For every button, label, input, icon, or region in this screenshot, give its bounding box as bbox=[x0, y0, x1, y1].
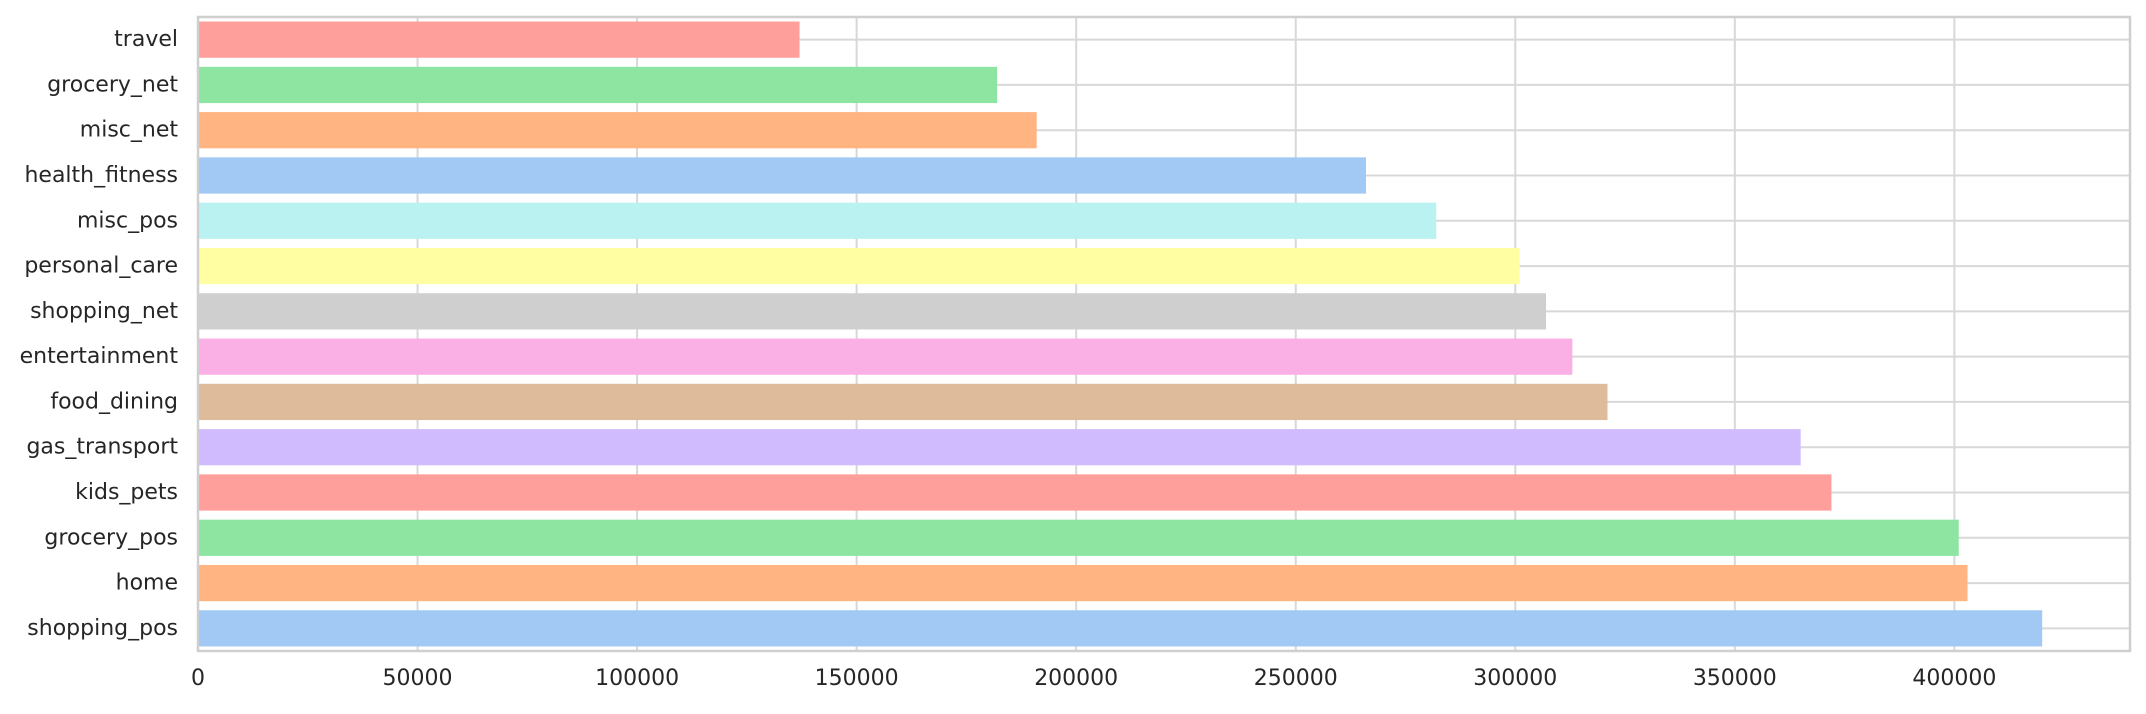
bar-personal-care bbox=[198, 247, 1520, 285]
y-tick-label: home bbox=[116, 571, 178, 596]
y-tick-label: food_dining bbox=[50, 389, 178, 414]
bars bbox=[198, 21, 2043, 647]
x-tick-label: 250000 bbox=[1254, 666, 1338, 691]
y-tick-label: grocery_net bbox=[47, 72, 178, 97]
x-tick-label: 350000 bbox=[1693, 666, 1777, 691]
y-tick-label: misc_pos bbox=[77, 208, 178, 233]
x-tick-label: 0 bbox=[191, 666, 205, 691]
y-tick-label: health_fitness bbox=[24, 163, 178, 188]
plot-frame bbox=[196, 15, 2132, 653]
bar-kids-pets bbox=[198, 474, 1832, 511]
bar-entertainment bbox=[198, 338, 1573, 375]
bar-food-dining bbox=[198, 383, 1608, 421]
bar-grocery-pos bbox=[198, 519, 1959, 556]
bar-misc-net bbox=[198, 112, 1037, 149]
x-tick-labels: 0 50000 100000 150000 200000 250000 300000 3500… bbox=[191, 666, 1996, 691]
x-tick-label: 50000 bbox=[383, 666, 453, 691]
y-tick-label: travel bbox=[114, 27, 178, 52]
bar-health-fitness bbox=[198, 157, 1366, 194]
bar-gas-transport bbox=[198, 429, 1801, 466]
y-tick-label: kids_pets bbox=[75, 480, 178, 505]
y-tick-label: shopping_net bbox=[30, 299, 178, 324]
y-tick-label: misc_net bbox=[80, 118, 179, 143]
x-tick-label: 200000 bbox=[1034, 666, 1118, 691]
bar-shopping-pos bbox=[198, 610, 2043, 647]
y-tick-labels: shopping_pos home grocery_pos kids_pets gas_… bbox=[20, 27, 179, 641]
bar-misc-pos bbox=[198, 202, 1437, 239]
bar-grocery-net bbox=[198, 66, 998, 104]
bar-shopping-net bbox=[198, 293, 1547, 330]
y-tick-label: personal_care bbox=[24, 254, 178, 279]
y-tick-label: shopping_pos bbox=[27, 616, 178, 641]
x-tick-label: 400000 bbox=[1912, 666, 1996, 691]
bar-home bbox=[198, 564, 1968, 602]
y-tick-label: grocery_pos bbox=[44, 525, 178, 550]
y-tick-label: gas_transport bbox=[26, 435, 178, 460]
x-tick-label: 100000 bbox=[595, 666, 679, 691]
bar-travel bbox=[198, 21, 800, 58]
x-tick-label: 150000 bbox=[815, 666, 899, 691]
x-tick-label: 300000 bbox=[1473, 666, 1557, 691]
y-tick-label: entertainment bbox=[20, 344, 179, 369]
